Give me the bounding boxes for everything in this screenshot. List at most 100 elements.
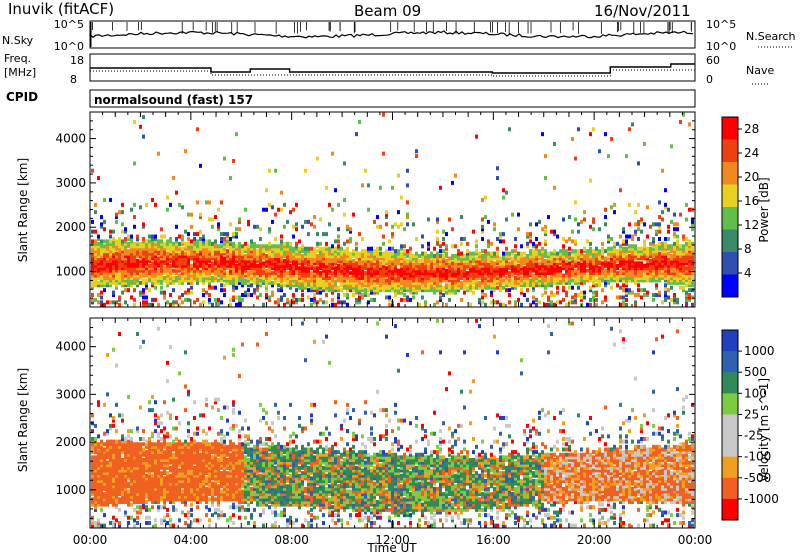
heatmap-cell [247,280,250,285]
heatmap-cell [139,251,142,256]
heatmap-cell [463,280,466,285]
heatmap-cell [535,246,538,251]
heatmap-cell [634,293,637,298]
heatmap-cell [430,251,433,256]
heatmap-cell [145,202,148,207]
heatmap-cell [112,523,115,528]
heatmap-cell [322,261,325,266]
heatmap-cell [115,283,118,288]
heatmap-cell [130,494,133,499]
heatmap-cell [223,246,226,251]
heatmap-cell [412,283,415,288]
heatmap-cell [619,295,622,300]
colorbar-tick-label: 16 [744,194,759,208]
heatmap-cell [121,268,124,273]
heatmap-cell [124,254,127,259]
heatmap-cell [142,473,145,478]
heatmap-cell [634,300,637,305]
heatmap-cell [607,275,610,280]
heatmap-cell [514,258,517,263]
heatmap-cell [424,266,427,271]
heatmap-cell [286,244,289,249]
heatmap-cell [337,295,340,300]
heatmap-cell [661,268,664,273]
heatmap-cell [115,484,118,489]
heatmap-cell [691,283,694,288]
heatmap-cell [136,455,139,460]
heatmap-cell [304,275,307,280]
heatmap-cell [166,278,169,283]
heatmap-cell [352,283,355,288]
heatmap-cell [160,285,163,290]
heatmap-cell [124,246,127,251]
heatmap-cell [148,400,151,405]
heatmap-cell [94,523,97,528]
heatmap-cell [112,463,115,468]
heatmap-cell [208,283,211,288]
heatmap-cell [649,254,652,259]
heatmap-cell [160,476,163,481]
heatmap-cell [151,486,154,491]
heatmap-cell [277,268,280,273]
heatmap-cell [337,254,340,259]
heatmap-cell [397,210,400,215]
heatmap-cell [484,268,487,273]
heatmap-cell [154,418,157,423]
heatmap-cell [133,119,136,124]
heatmap-cell [127,280,130,285]
heatmap-cell [430,273,433,278]
heatmap-cell [463,256,466,261]
heatmap-cell [475,249,478,254]
heatmap-cell [223,288,226,293]
heatmap-cell [664,202,667,207]
heatmap-cell [130,473,133,478]
heatmap-cell [151,499,154,504]
heatmap-cell [184,244,187,249]
heatmap-cell [577,251,580,256]
heatmap-cell [118,481,121,486]
heatmap-cell [511,251,514,256]
heatmap-cell [547,283,550,288]
heatmap-cell [517,273,520,278]
heatmap-cell [436,278,439,283]
heatmap-cell [412,266,415,271]
heatmap-cell [181,246,184,251]
heatmap-cell [184,275,187,280]
heatmap-cell [595,256,598,261]
heatmap-cell [133,484,136,489]
heatmap-cell [565,254,568,259]
heatmap-cell [637,246,640,251]
heatmap-cell [160,465,163,470]
heatmap-cell [481,295,484,300]
heatmap-cell [568,280,571,285]
heatmap-cell [118,271,121,276]
heatmap-cell [325,241,328,246]
heatmap-cell [478,275,481,280]
heatmap-cell [250,261,253,266]
heatmap-cell [646,249,649,254]
heatmap-cell [235,244,238,249]
heatmap-cell [676,280,679,285]
heatmap-cell [208,263,211,268]
heatmap-cell [529,239,532,244]
heatmap-cell [688,239,691,244]
heatmap-cell [589,302,592,307]
heatmap-cell [148,268,151,273]
heatmap-cell [385,271,388,276]
heatmap-cell [211,254,214,259]
heatmap-cell [154,261,157,266]
heatmap-cell [676,261,679,266]
heatmap-cell [178,280,181,285]
heatmap-cell [670,258,673,263]
heatmap-cell [619,302,622,307]
heatmap-cell [337,256,340,261]
heatmap-cell [667,266,670,271]
heatmap-cell [226,266,229,271]
heatmap-cell [316,283,319,288]
heatmap-cell [469,251,472,256]
heatmap-cell [583,210,586,215]
heatmap-cell [154,297,157,302]
heatmap-cell [565,266,568,271]
heatmap-cell [376,254,379,259]
heatmap-cell [121,492,124,497]
